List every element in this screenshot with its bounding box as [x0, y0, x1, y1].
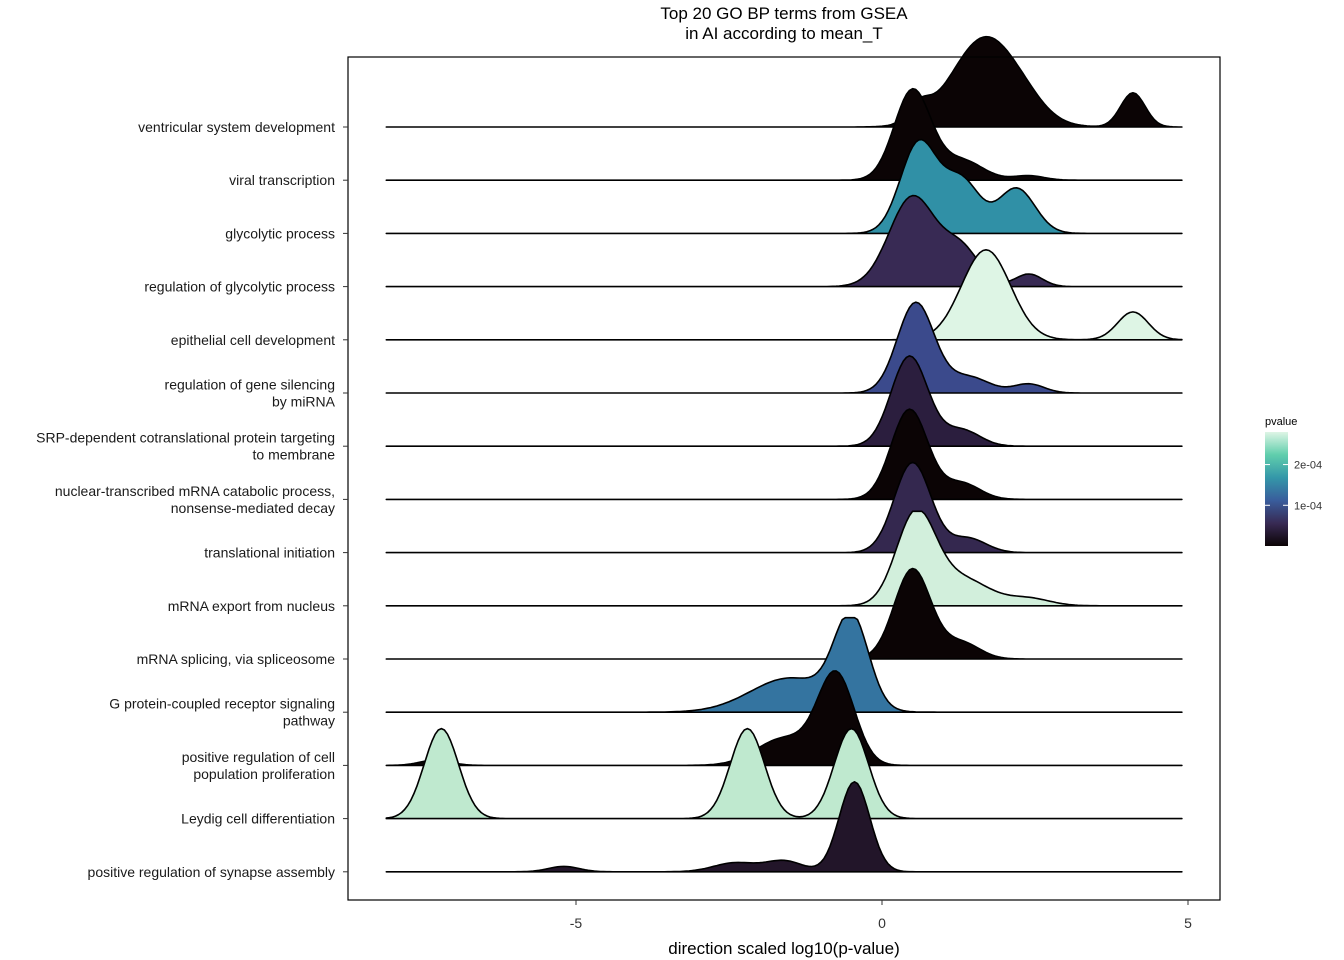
y-tick-label: translational initiation — [204, 545, 335, 561]
y-tick-label: glycolytic process — [225, 225, 335, 241]
legend-title: pvalue — [1265, 416, 1297, 428]
y-tick-label: regulation of gene silencing — [165, 377, 335, 393]
y-tick-label: positive regulation of cell — [182, 749, 335, 765]
y-tick-label: mRNA export from nucleus — [168, 598, 335, 614]
y-tick-label: nonsense-mediated decay — [171, 500, 335, 516]
y-tick-label: to membrane — [253, 447, 336, 463]
y-axis: ventricular system development viral tran… — [36, 119, 348, 880]
y-tick-label: by miRNA — [272, 394, 336, 410]
plot-panel-border — [347, 56, 1221, 901]
y-tick-label: SRP-dependent cotranslational protein ta… — [36, 430, 335, 446]
ridge-10 — [385, 567, 1183, 660]
ridge-11 — [385, 616, 1183, 713]
ridge-5 — [385, 301, 1183, 394]
ridge-14 — [385, 781, 1183, 873]
ridge-8 — [385, 461, 1183, 554]
ridge-12 — [385, 670, 1183, 767]
legend-tick-label: 2e-04 — [1294, 460, 1322, 472]
chart-subtitle: in AI according to mean_T — [685, 24, 883, 43]
x-tick-label: 5 — [1184, 915, 1192, 931]
x-axis: -5 0 5 — [570, 900, 1192, 931]
x-axis-label: direction scaled log10(p-value) — [668, 939, 900, 958]
legend-colorbar — [1265, 432, 1288, 546]
x-tick-label: -5 — [570, 915, 583, 931]
x-tick-label: 0 — [878, 915, 886, 931]
y-tick-label: pathway — [283, 713, 335, 729]
y-tick-label: G protein-coupled receptor signaling — [109, 696, 335, 712]
ridge-3 — [385, 194, 1183, 288]
ridge-6 — [385, 355, 1183, 447]
ridges-layer — [385, 35, 1183, 873]
y-tick-label: ventricular system development — [138, 119, 335, 135]
ridge-7 — [385, 408, 1183, 501]
legend-tick-label: 1e-04 — [1294, 500, 1322, 512]
legend: pvalue 1e-04 2e-04 — [1265, 416, 1322, 546]
y-tick-label: regulation of glycolytic process — [144, 279, 335, 295]
y-tick-label: population proliferation — [193, 766, 335, 782]
y-tick-label: nuclear-transcribed mRNA catabolic proce… — [55, 483, 335, 499]
y-tick-label: epithelial cell development — [171, 332, 335, 348]
y-tick-label: mRNA splicing, via spliceosome — [137, 651, 336, 667]
y-tick-label: positive regulation of synapse assembly — [88, 864, 335, 880]
y-tick-label: Leydig cell differentiation — [181, 811, 335, 827]
ridge-2 — [385, 138, 1183, 235]
ridge-0 — [385, 35, 1183, 128]
ridge-9 — [385, 510, 1183, 607]
ridge-1 — [385, 87, 1183, 181]
ridge-4 — [385, 249, 1183, 341]
y-tick-label: viral transcription — [229, 172, 335, 188]
chart-title: Top 20 GO BP terms from GSEA — [660, 4, 908, 23]
ridge-13 — [385, 727, 1183, 820]
